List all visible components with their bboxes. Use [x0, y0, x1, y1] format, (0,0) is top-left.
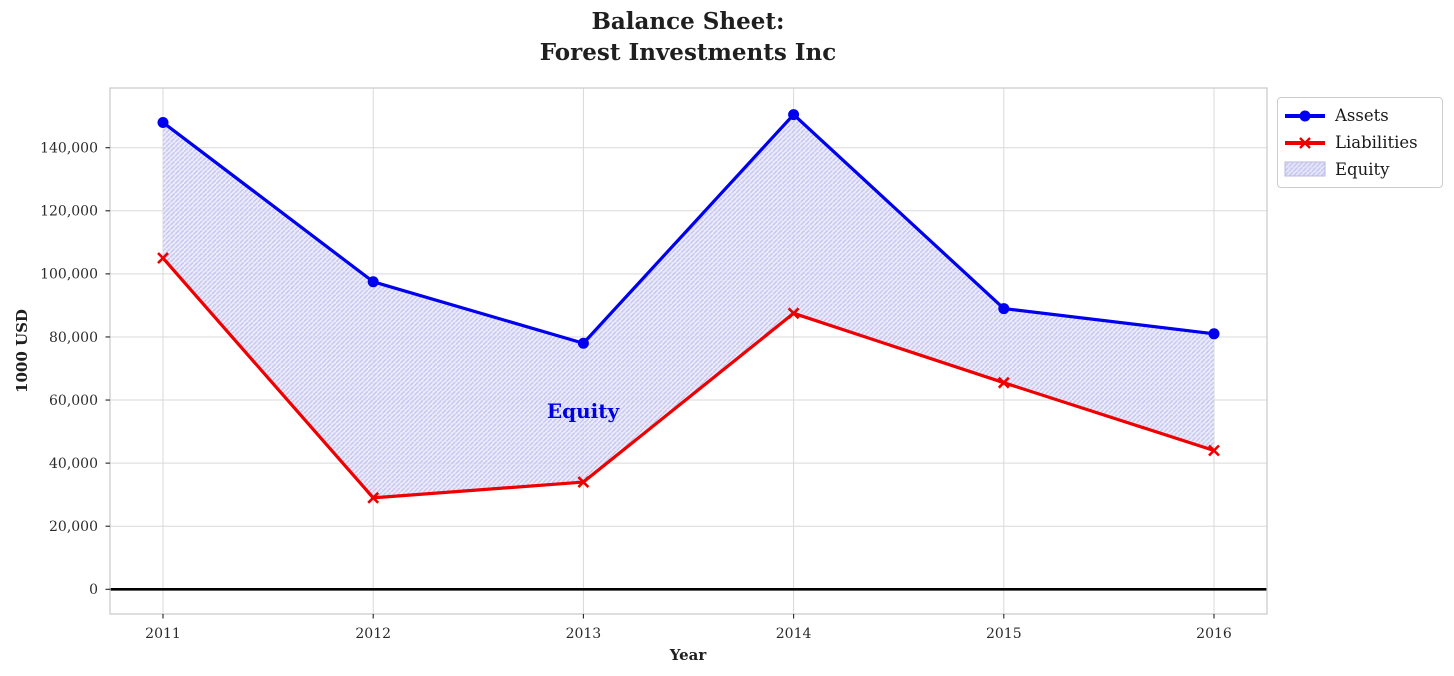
y-tick-label: 20,000 — [49, 519, 98, 535]
liabilities-line-swatch-icon — [1285, 136, 1325, 149]
x-axis-label: Year — [669, 646, 707, 664]
legend: Assets Liabilities Equity — [1277, 97, 1443, 188]
y-tick-label: 40,000 — [49, 456, 98, 472]
assets-line — [162, 112, 1215, 345]
liabilities-point — [577, 476, 590, 488]
assets-line-swatch-icon — [1285, 110, 1325, 122]
liabilities-point — [157, 252, 169, 265]
legend-item-assets: Assets — [1284, 105, 1436, 127]
chart-title: Balance Sheet: Forest Investments Inc — [0, 6, 1376, 68]
x-tick-label: 2014 — [776, 626, 812, 642]
assets-point — [1208, 328, 1220, 340]
equity-area-hatch — [163, 114, 1214, 498]
chart-title-line2: Forest Investments Inc — [539, 39, 837, 66]
assets-point — [577, 337, 589, 349]
chart-title-line1: Balance Sheet: — [591, 8, 785, 35]
legend-label-equity: Equity — [1335, 159, 1390, 179]
x-tick-label: 2015 — [986, 626, 1022, 642]
y-tick-label: 60,000 — [49, 393, 98, 409]
legend-item-liabilities: Liabilities — [1284, 132, 1436, 154]
equity-area-swatch-icon — [1284, 161, 1326, 177]
legend-item-equity: Equity — [1284, 158, 1436, 180]
y-tick-label: 100,000 — [40, 267, 98, 283]
assets-point — [157, 116, 169, 128]
legend-label-liabilities: Liabilities — [1335, 133, 1418, 152]
x-tick-label: 2013 — [566, 626, 602, 642]
y-tick-label: 0 — [89, 582, 98, 598]
liabilities-point — [1208, 444, 1220, 457]
assets-point — [788, 109, 800, 121]
assets-point — [367, 276, 379, 288]
x-tick-label: 2011 — [145, 626, 181, 642]
liabilities-point — [787, 307, 800, 320]
y-tick-label: 120,000 — [40, 204, 98, 220]
legend-label-assets: Assets — [1335, 106, 1389, 126]
y-tick-label: 140,000 — [40, 141, 98, 157]
x-tick-label: 2016 — [1196, 626, 1232, 642]
assets-point — [998, 303, 1010, 315]
liabilities-line — [161, 257, 1215, 500]
liabilities-point — [997, 376, 1010, 389]
x-tick-label: 2012 — [355, 626, 391, 642]
equity-area-annotation: Equity — [546, 399, 620, 423]
y-tick-label: 80,000 — [49, 330, 98, 346]
liabilities-point — [367, 491, 380, 504]
y-axis-label: 1000 USD — [13, 309, 31, 393]
plot-border — [109, 87, 1268, 615]
